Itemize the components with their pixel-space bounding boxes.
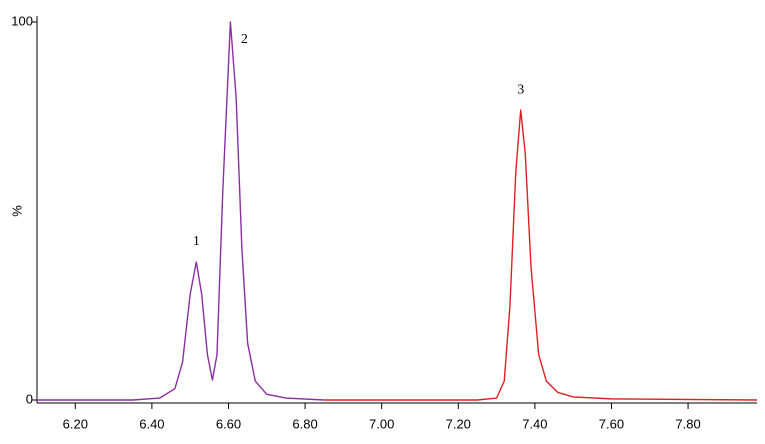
x-tick-label: 6.20 xyxy=(63,416,88,431)
x-tick-label: 6.40 xyxy=(139,416,164,431)
peak-label: 2 xyxy=(241,32,248,47)
x-tick-label: 6.80 xyxy=(292,416,317,431)
peak-label: 1 xyxy=(193,234,200,249)
x-tick-label: 7.60 xyxy=(599,416,624,431)
trace xyxy=(37,21,325,401)
x-tick-label: 6.60 xyxy=(216,416,241,431)
peak-label: 3 xyxy=(517,82,524,97)
y-tick-label: 0 xyxy=(26,391,33,406)
x-tick-label: 7.20 xyxy=(446,416,471,431)
x-tick-label: 7.40 xyxy=(522,416,547,431)
trace xyxy=(324,109,758,401)
y-tick-label: 100 xyxy=(11,13,33,28)
x-tick-label: 7.00 xyxy=(369,416,394,431)
y-axis-label: % xyxy=(9,205,24,217)
x-tick-label: 7.80 xyxy=(675,416,700,431)
